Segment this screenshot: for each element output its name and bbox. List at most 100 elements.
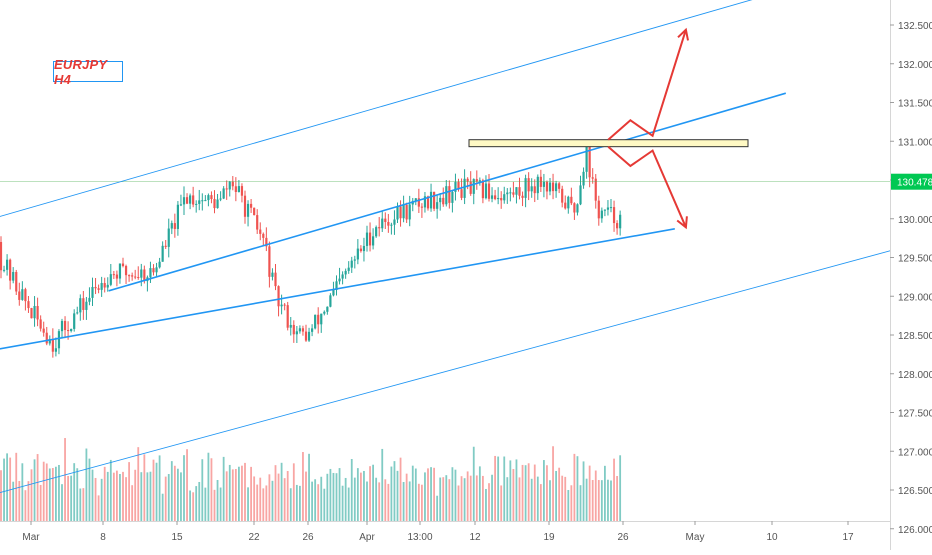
candle-body [414, 198, 417, 201]
candle-body [176, 204, 179, 229]
volume-bar [475, 475, 478, 521]
candle [292, 320, 295, 343]
volume-bar [112, 472, 115, 521]
candle [506, 188, 509, 204]
candle-body [314, 314, 317, 329]
volume-bar [439, 477, 442, 521]
candle-body [161, 245, 164, 262]
volume-bar [503, 456, 506, 521]
volume-bar [613, 458, 615, 521]
candle-body [448, 186, 451, 203]
candle [393, 210, 396, 235]
candle [350, 256, 353, 273]
channel-line-inner-upper[interactable] [108, 92, 787, 292]
candle [94, 278, 97, 295]
candle [216, 193, 219, 209]
candle [179, 194, 183, 207]
resistance-zone[interactable] [468, 139, 749, 148]
volume-bar [173, 465, 176, 521]
candle-body [335, 281, 338, 290]
candle [286, 301, 289, 331]
current-price-label: 130.478 [897, 178, 932, 189]
volume-bar [488, 483, 490, 521]
candle-body [558, 183, 561, 189]
candle-body [481, 180, 484, 199]
candle-body [295, 331, 298, 335]
candle [341, 271, 344, 285]
candle [204, 195, 207, 202]
candle-body [304, 331, 308, 341]
volume-bar [125, 477, 127, 521]
volume-bar [158, 455, 161, 521]
volume-bar [183, 455, 185, 521]
time-tick-label: 13:00 [407, 532, 432, 543]
arrow-breakdown[interactable] [607, 145, 687, 228]
candle [533, 179, 536, 203]
candle [570, 187, 573, 206]
candle-body [329, 295, 332, 307]
candle-body [609, 207, 613, 209]
volume-bar [192, 492, 195, 521]
candle [250, 198, 253, 213]
candle-body [164, 245, 167, 247]
candle [85, 296, 88, 320]
candle [381, 210, 384, 232]
candle-body [408, 204, 411, 220]
candle [542, 173, 545, 198]
candle-body [51, 339, 54, 352]
volume-bar [228, 464, 231, 521]
candle [469, 171, 472, 196]
candle [60, 318, 64, 339]
candle-body [426, 196, 430, 209]
candle-body [201, 200, 204, 202]
volume-bar [417, 483, 420, 521]
volume-bar [24, 490, 27, 521]
arrowhead-breakout-up [677, 27, 689, 41]
candle-body [134, 276, 137, 278]
volume-bar [344, 477, 347, 521]
candle-body [445, 186, 448, 205]
candle [390, 222, 393, 235]
candle [564, 195, 567, 210]
candle [420, 203, 423, 218]
symbol-label[interactable]: EURJPY H4 [53, 57, 123, 87]
volume-bar [585, 478, 588, 521]
candle [448, 180, 451, 209]
volume-bar [265, 485, 268, 521]
candle [124, 264, 128, 284]
time-tick-label: 26 [302, 532, 314, 543]
candle [0, 236, 3, 279]
volume-bar [244, 462, 246, 521]
channel-line-inner-lower[interactable] [0, 228, 675, 359]
volume-bar [335, 473, 338, 521]
volume-bar [207, 452, 210, 521]
volume-bar [170, 461, 173, 521]
channel-line-outer-upper[interactable] [0, 0, 764, 220]
volume-bar [55, 466, 57, 521]
volume-bar [384, 479, 387, 521]
volume-bar [561, 475, 564, 521]
volume-bar [128, 462, 130, 521]
channel-line-outer-lower[interactable] [0, 248, 897, 496]
volume-bar [381, 448, 384, 521]
candle-body [152, 268, 155, 273]
candle-body [289, 324, 292, 328]
arrow-breakout-up[interactable] [607, 29, 687, 141]
candle [97, 284, 100, 294]
volume-bar [146, 472, 149, 521]
candle [115, 270, 118, 287]
candle [515, 187, 518, 204]
candle-body [274, 272, 277, 287]
volume-bar [491, 474, 493, 521]
time-tick-label: 26 [617, 532, 629, 543]
volume-bar [70, 475, 73, 521]
candle [356, 239, 359, 265]
candle-body [576, 204, 579, 213]
candle-body [192, 195, 195, 205]
volume-bar [73, 463, 76, 521]
volume-bar [61, 484, 63, 521]
volume-bar [463, 478, 466, 521]
candle [243, 190, 247, 224]
